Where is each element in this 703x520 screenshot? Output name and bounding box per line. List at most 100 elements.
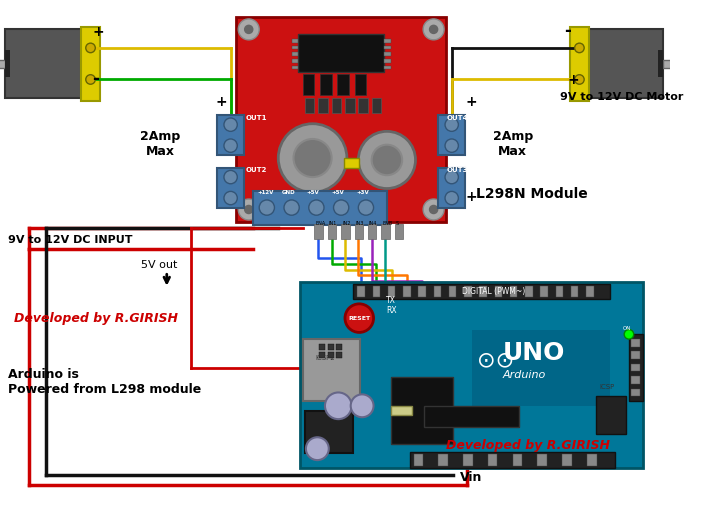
- Bar: [381, 224, 389, 239]
- Bar: [657, 50, 663, 77]
- Bar: [359, 98, 368, 113]
- Bar: [337, 74, 349, 95]
- Bar: [236, 17, 446, 222]
- Bar: [0, 60, 5, 68]
- Circle shape: [372, 145, 402, 175]
- Text: -: -: [564, 22, 571, 41]
- Text: Developed by R.GIRISH: Developed by R.GIRISH: [14, 312, 179, 325]
- Bar: [570, 27, 589, 101]
- Text: TX: TX: [386, 296, 396, 305]
- Bar: [631, 388, 640, 396]
- Text: L298N Module: L298N Module: [477, 187, 588, 201]
- Circle shape: [423, 19, 444, 40]
- Bar: [298, 34, 384, 72]
- Circle shape: [294, 139, 332, 177]
- Text: +5V: +5V: [332, 190, 344, 195]
- Text: OUT2: OUT2: [246, 167, 267, 173]
- Bar: [495, 285, 502, 297]
- Circle shape: [224, 118, 238, 132]
- Bar: [5, 30, 81, 98]
- Text: IN3: IN3: [356, 221, 364, 226]
- Bar: [292, 46, 298, 49]
- Text: 9V to 12V DC Motor: 9V to 12V DC Motor: [560, 92, 684, 102]
- Circle shape: [333, 200, 349, 215]
- Bar: [354, 224, 363, 239]
- Bar: [562, 454, 572, 466]
- Bar: [254, 191, 387, 225]
- Bar: [631, 376, 640, 384]
- Circle shape: [224, 191, 238, 205]
- Bar: [631, 364, 640, 371]
- Bar: [589, 30, 663, 98]
- Circle shape: [309, 200, 324, 215]
- Bar: [303, 74, 314, 95]
- Bar: [319, 353, 325, 358]
- Text: +3V: +3V: [356, 190, 369, 195]
- Circle shape: [284, 200, 299, 215]
- Bar: [372, 98, 381, 113]
- Bar: [439, 115, 465, 155]
- Bar: [384, 59, 391, 63]
- Circle shape: [325, 393, 352, 419]
- Text: ENB: ENB: [382, 221, 392, 226]
- Text: +: +: [92, 25, 104, 40]
- Bar: [319, 344, 325, 349]
- Circle shape: [244, 205, 254, 214]
- Bar: [394, 224, 403, 239]
- Circle shape: [574, 75, 584, 84]
- Circle shape: [359, 132, 415, 189]
- Bar: [328, 344, 333, 349]
- Bar: [571, 285, 579, 297]
- Circle shape: [359, 200, 373, 215]
- Bar: [368, 224, 376, 239]
- Text: +: +: [466, 95, 477, 109]
- Bar: [353, 284, 610, 299]
- Circle shape: [224, 171, 238, 184]
- Bar: [328, 353, 333, 358]
- Bar: [541, 285, 548, 297]
- Text: 5V out: 5V out: [141, 259, 177, 270]
- Text: ⊙⊙: ⊙⊙: [477, 350, 514, 370]
- Bar: [81, 27, 100, 101]
- Bar: [354, 74, 366, 95]
- Text: IN2: IN2: [342, 221, 351, 226]
- Bar: [384, 66, 391, 69]
- Bar: [631, 339, 640, 347]
- Circle shape: [423, 199, 444, 220]
- Text: RESET: RESET: [348, 316, 370, 321]
- Bar: [217, 115, 244, 155]
- Bar: [300, 282, 643, 468]
- Bar: [373, 285, 380, 297]
- Bar: [663, 60, 681, 68]
- Bar: [391, 406, 412, 415]
- Text: +: +: [568, 73, 579, 87]
- Text: Vin: Vin: [460, 471, 483, 484]
- Circle shape: [86, 43, 96, 53]
- Circle shape: [445, 171, 458, 184]
- Bar: [410, 452, 614, 468]
- Circle shape: [624, 330, 633, 339]
- Bar: [449, 285, 456, 297]
- Bar: [292, 59, 298, 63]
- Bar: [320, 74, 332, 95]
- Circle shape: [278, 124, 347, 192]
- Bar: [305, 98, 314, 113]
- Bar: [538, 454, 547, 466]
- Bar: [292, 66, 298, 69]
- Bar: [439, 454, 448, 466]
- Bar: [525, 285, 533, 297]
- Bar: [384, 46, 391, 49]
- Text: ENA: ENA: [316, 221, 325, 226]
- Bar: [318, 98, 328, 113]
- Bar: [337, 353, 342, 358]
- Bar: [463, 454, 472, 466]
- Bar: [595, 396, 626, 434]
- Circle shape: [238, 19, 259, 40]
- Bar: [341, 224, 349, 239]
- Text: 2Amp
Max: 2Amp Max: [140, 129, 180, 158]
- Circle shape: [306, 437, 329, 460]
- Bar: [384, 39, 391, 43]
- Bar: [479, 285, 487, 297]
- Circle shape: [429, 24, 439, 34]
- Bar: [384, 52, 391, 56]
